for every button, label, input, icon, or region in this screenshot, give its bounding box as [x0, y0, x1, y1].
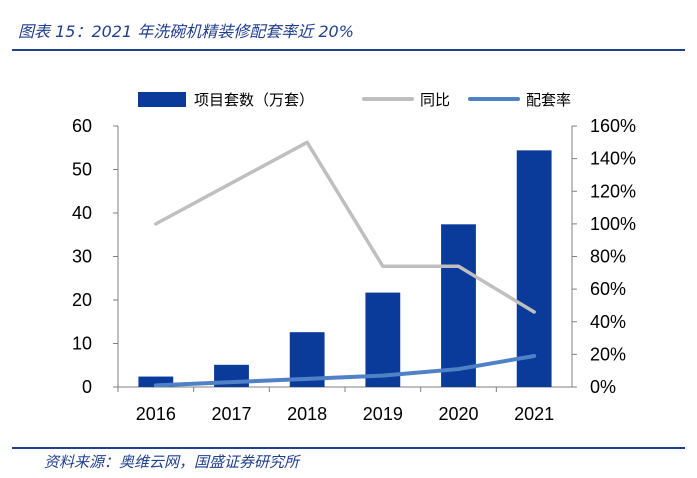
legend: 项目套数（万套） 同比 配套率 [138, 91, 571, 109]
left-tick-label: 60 [72, 116, 92, 136]
legend-label: 同比 [420, 91, 450, 109]
x-tick-label: 2018 [287, 404, 327, 424]
legend-label: 配套率 [526, 91, 571, 109]
right-tick-label: 80% [590, 247, 626, 267]
left-tick-label: 10 [72, 334, 92, 354]
bar-2016 [138, 376, 174, 387]
figure-title: 图表 15：2021 年洗碗机精装修配套率近 20% [18, 22, 354, 41]
right-tick-label: 0% [590, 377, 616, 397]
x-tick-label: 2016 [136, 404, 176, 424]
bar-2019 [365, 292, 401, 387]
x-tick-label: 2017 [211, 404, 251, 424]
bar-2021 [516, 150, 552, 387]
legend-swatch-bar [138, 92, 186, 107]
legend-label: 项目套数（万套） [194, 91, 314, 109]
left-tick-label: 20 [72, 290, 92, 310]
left-tick-label: 30 [72, 247, 92, 267]
right-tick-label: 160% [590, 116, 636, 136]
right-tick-label: 20% [590, 344, 626, 364]
x-tick-label: 2020 [438, 404, 478, 424]
right-tick-label: 120% [590, 181, 636, 201]
right-tick-label: 100% [590, 214, 636, 234]
left-tick-label: 40 [72, 203, 92, 223]
title-divider [12, 49, 685, 51]
line-series-1 [154, 140, 536, 314]
left-tick-label: 50 [72, 160, 92, 180]
right-tick-label: 60% [590, 279, 626, 299]
bar-2020 [441, 224, 476, 387]
line-series [153, 140, 537, 388]
x-tick-label: 2021 [514, 404, 554, 424]
left-tick-label: 0 [82, 377, 92, 397]
x-tick-label: 2019 [363, 404, 403, 424]
right-tick-label: 140% [590, 149, 636, 169]
line-series-2 [153, 354, 537, 388]
right-tick-label: 40% [590, 312, 626, 332]
bar-series [138, 150, 552, 387]
tick-labels: 0 10 20 30 40 50 60 0% 20% 40% 60% 80% 100% 120% 140% 1… [72, 116, 636, 424]
axes [113, 125, 577, 392]
source-note: 资料来源：奥维云网，国盛证券研究所 [44, 453, 300, 471]
footer-divider [12, 447, 685, 449]
